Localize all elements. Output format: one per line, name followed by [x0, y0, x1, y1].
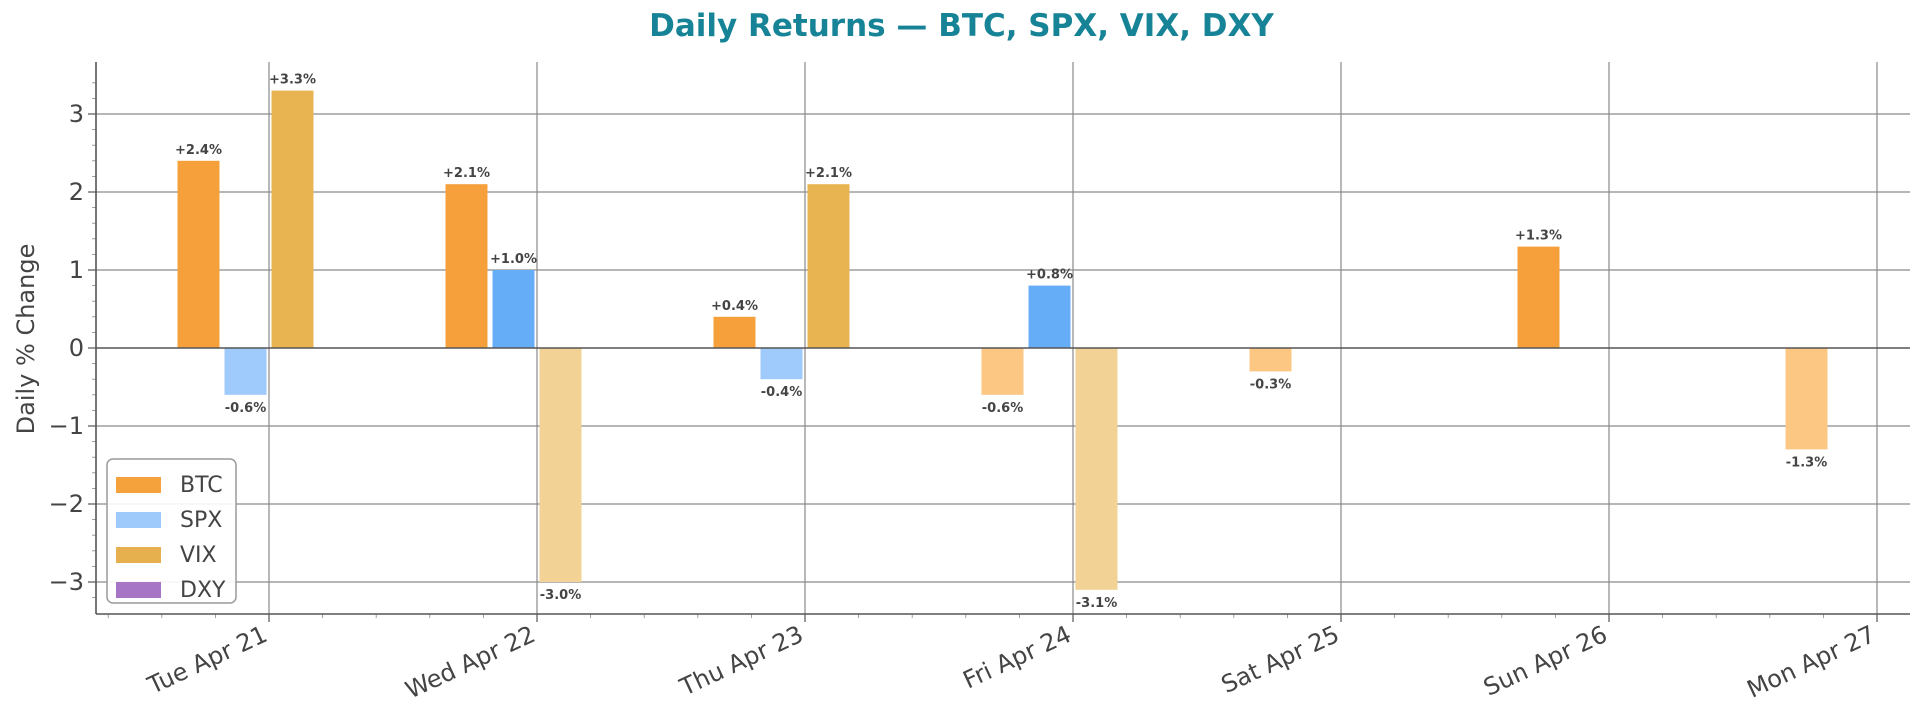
x-tick-label: Wed Apr 22	[401, 620, 539, 704]
data-label: +0.8%	[1026, 268, 1073, 283]
data-label: -0.3%	[1250, 377, 1291, 392]
legend-swatch-dxy	[116, 582, 161, 598]
data-label: +0.4%	[711, 299, 758, 314]
bars-layer	[177, 90, 1828, 590]
x-tick-label: Sat Apr 25	[1217, 620, 1344, 699]
bar-btc	[1249, 348, 1292, 372]
data-label: -0.4%	[761, 385, 802, 400]
bar-btc	[981, 348, 1024, 395]
x-tick-label: Mon Apr 27	[1743, 620, 1880, 704]
y-tick-label: 1	[69, 256, 84, 284]
y-tick-label: −1	[49, 412, 84, 440]
bar-vix	[1075, 348, 1118, 590]
bar-vix	[539, 348, 582, 582]
bar-btc	[177, 160, 220, 348]
legend: BTC SPX VIX DXY	[106, 458, 237, 604]
data-label: -1.3%	[1786, 455, 1827, 470]
x-tick-label: Fri Apr 24	[959, 620, 1076, 694]
bar-spx	[1028, 285, 1071, 348]
axes-layer	[88, 62, 1910, 622]
data-label: -3.0%	[540, 588, 581, 603]
data-label: -0.6%	[982, 401, 1023, 416]
data-label: +2.1%	[443, 166, 490, 181]
y-tick-label: 0	[69, 334, 84, 362]
data-label: +3.3%	[269, 73, 316, 88]
bar-btc	[1517, 246, 1560, 348]
y-tick-label: 3	[69, 100, 84, 128]
legend-label-dxy: DXY	[180, 578, 226, 603]
bar-btc	[445, 184, 488, 348]
legend-swatch-vix	[116, 547, 161, 563]
legend-box	[106, 458, 237, 604]
data-label: +2.1%	[805, 166, 852, 181]
data-label: -0.6%	[225, 401, 266, 416]
legend-swatch-spx	[116, 512, 161, 528]
data-labels-layer: +2.4% +2.1% +0.4% -0.6% -0.3% +1.3% -1.3% -0.6%…	[175, 73, 1827, 611]
bar-spx	[760, 348, 803, 380]
x-tick-label: Tue Apr 21	[143, 620, 272, 700]
legend-label-spx: SPX	[180, 508, 222, 533]
x-tick-label: Sun Apr 26	[1479, 620, 1611, 702]
legend-swatch-btc	[116, 477, 161, 493]
legend-label-vix: VIX	[180, 543, 217, 568]
data-label: +1.0%	[490, 252, 537, 267]
bar-spx	[224, 348, 267, 395]
data-label: +2.4%	[175, 143, 222, 158]
bar-vix	[271, 90, 314, 348]
y-axis-label: Daily % Change	[12, 244, 40, 435]
y-tick-label: 2	[69, 178, 84, 206]
bar-spx	[492, 270, 535, 348]
bar-btc	[1785, 348, 1828, 450]
bar-vix	[807, 184, 850, 348]
chart-title: Daily Returns — BTC, SPX, VIX, DXY	[649, 8, 1274, 44]
legend-label-btc: BTC	[180, 473, 223, 498]
grid-layer	[96, 62, 1910, 614]
y-tick-label: −3	[49, 568, 84, 596]
bar-btc	[713, 316, 756, 348]
y-tick-label: −2	[49, 490, 84, 518]
x-tick-label: Thu Apr 23	[675, 620, 808, 702]
data-label: +1.3%	[1515, 229, 1562, 244]
data-label: -3.1%	[1076, 596, 1117, 611]
